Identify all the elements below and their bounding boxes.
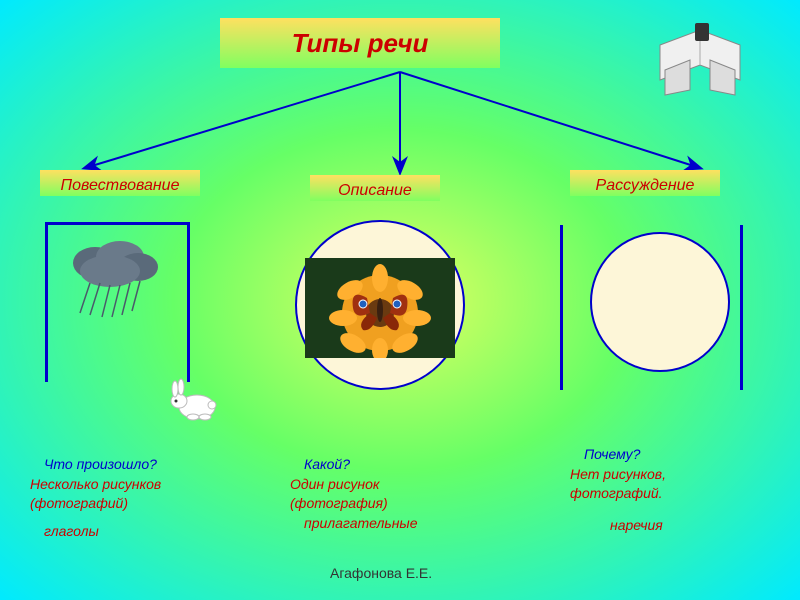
detail-0b: (фотографий) [30,494,161,514]
branch-label-2: Рассуждение [570,170,720,196]
butterfly-flower-icon [305,258,455,363]
branch-text-2: Почему? Нет рисунков, фотографий. наречи… [570,445,666,535]
reasoning-circle [590,232,730,372]
question-2: Почему? [570,445,666,465]
book-icon [640,15,770,110]
detail-1b: (фотография) [290,494,418,514]
question-1: Какой? [290,455,418,475]
pos-2: наречия [570,516,666,536]
detail-0a: Несколько рисунков [30,475,161,495]
branch-text-0: Что произошло? Несколько рисунков (фотог… [30,455,161,541]
branch-label-0: Повествование [40,170,200,196]
detail-2a: Нет рисунков, [570,465,666,485]
rabbit-icon [165,375,225,430]
title-text: Типы речи [292,28,429,58]
reasoning-bar-left [560,225,563,390]
branch-label-1: Описание [310,175,440,201]
pos-1: прилагательные [290,514,418,534]
question-0: Что произошло? [30,455,161,475]
reasoning-bar-right [740,225,743,390]
detail-1a: Один рисунок [290,475,418,495]
cloud-icon [60,235,170,340]
branch-text-1: Какой? Один рисунок (фотография) прилага… [290,455,418,533]
pos-0: глаголы [30,522,161,542]
title: Типы речи [220,18,500,68]
detail-2b: фотографий. [570,484,666,504]
author: Агафонова Е.Е. [330,565,432,581]
